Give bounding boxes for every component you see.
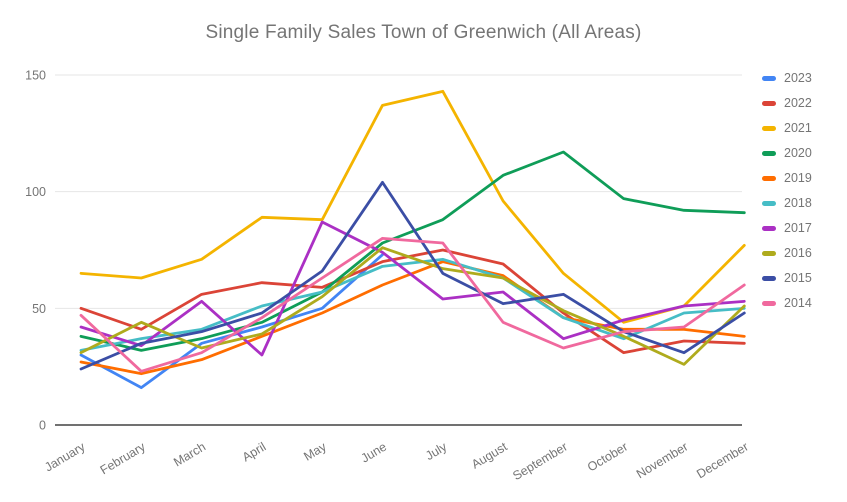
legend-label-2022: 2022 bbox=[784, 96, 812, 111]
series-line-2019[interactable] bbox=[79, 260, 746, 376]
series-line-2014[interactable] bbox=[79, 236, 746, 373]
legend-swatch-2015 bbox=[762, 276, 776, 281]
x-axis-label-august: August bbox=[469, 439, 510, 471]
x-axis-label-january: January bbox=[42, 439, 88, 474]
series-line-2017[interactable] bbox=[79, 220, 746, 357]
x-axis-label-june: June bbox=[359, 440, 389, 466]
series-line-2020[interactable] bbox=[79, 150, 746, 352]
series-line-2016[interactable] bbox=[79, 246, 746, 366]
chart-title: Single Family Sales Town of Greenwich (A… bbox=[205, 22, 642, 43]
x-axis-label-may: May bbox=[301, 439, 329, 464]
x-axis-label-march: March bbox=[171, 440, 208, 470]
legend-item-2018[interactable]: 2018 bbox=[762, 191, 812, 216]
legend-label-2019: 2019 bbox=[784, 171, 812, 186]
x-axis-label-november: November bbox=[634, 440, 691, 482]
legend-item-2022[interactable]: 2022 bbox=[762, 91, 812, 116]
y-axis-tick-50: 50 bbox=[32, 302, 46, 316]
legend-label-2015: 2015 bbox=[784, 271, 812, 286]
x-axis-label-october: October bbox=[585, 440, 630, 475]
y-axis-tick-100: 100 bbox=[25, 185, 46, 199]
chart-legend: 2023 2022 2021 2020 2019 2018 2017 2016 2015 2014 bbox=[762, 66, 812, 316]
legend-label-2014: 2014 bbox=[784, 296, 812, 311]
legend-item-2020[interactable]: 2020 bbox=[762, 141, 812, 166]
x-axis-label-july: July bbox=[423, 439, 450, 463]
series-line-2021[interactable] bbox=[79, 89, 746, 324]
series-line-2022[interactable] bbox=[79, 248, 746, 355]
legend-item-2014[interactable]: 2014 bbox=[762, 291, 812, 316]
legend-item-2023[interactable]: 2023 bbox=[762, 66, 812, 91]
legend-label-2016: 2016 bbox=[784, 246, 812, 261]
legend-swatch-2016 bbox=[762, 251, 776, 256]
legend-item-2017[interactable]: 2017 bbox=[762, 216, 812, 241]
legend-item-2015[interactable]: 2015 bbox=[762, 266, 812, 291]
legend-item-2016[interactable]: 2016 bbox=[762, 241, 812, 266]
legend-swatch-2017 bbox=[762, 226, 776, 231]
y-axis-tick-150: 150 bbox=[25, 69, 46, 83]
legend-swatch-2014 bbox=[762, 301, 776, 306]
y-axis-tick-0: 0 bbox=[39, 419, 46, 433]
legend-item-2021[interactable]: 2021 bbox=[762, 116, 812, 141]
legend-swatch-2023 bbox=[762, 76, 776, 81]
x-axis-label-december: December bbox=[694, 440, 751, 482]
legend-label-2021: 2021 bbox=[784, 121, 812, 136]
legend-label-2017: 2017 bbox=[784, 221, 812, 236]
series-line-2015[interactable] bbox=[79, 180, 746, 371]
legend-swatch-2019 bbox=[762, 176, 776, 181]
legend-swatch-2021 bbox=[762, 126, 776, 131]
legend-swatch-2020 bbox=[762, 151, 776, 156]
x-axis-label-september: September bbox=[510, 440, 570, 483]
legend-swatch-2022 bbox=[762, 101, 776, 106]
legend-item-2019[interactable]: 2019 bbox=[762, 166, 812, 191]
legend-swatch-2018 bbox=[762, 201, 776, 206]
x-axis-label-february: February bbox=[98, 439, 149, 477]
x-axis-label-april: April bbox=[240, 440, 269, 465]
legend-label-2020: 2020 bbox=[784, 146, 812, 161]
legend-label-2023: 2023 bbox=[784, 71, 812, 86]
legend-label-2018: 2018 bbox=[784, 196, 812, 211]
